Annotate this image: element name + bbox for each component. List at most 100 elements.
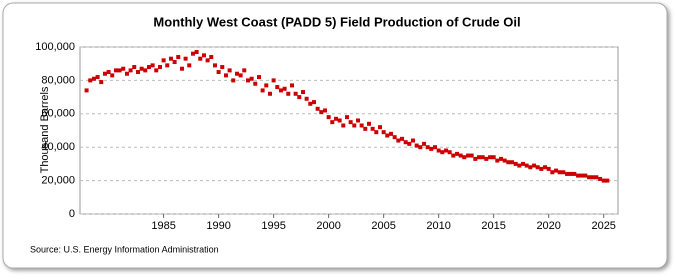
point (212, 63, 217, 68)
point (444, 148, 449, 153)
point (95, 75, 100, 80)
point (286, 91, 291, 96)
point (392, 135, 397, 140)
point (429, 146, 434, 151)
point (422, 141, 427, 146)
point (227, 68, 232, 73)
point (374, 130, 379, 135)
point (477, 155, 482, 160)
point (546, 166, 551, 171)
point (176, 55, 181, 60)
point (128, 68, 133, 73)
point (488, 155, 493, 160)
point (106, 70, 111, 75)
y-tick-label: 60,000 (41, 108, 75, 120)
point (216, 70, 221, 75)
point (99, 80, 104, 85)
point (359, 123, 364, 128)
point (345, 115, 350, 120)
frame (2, 2, 668, 269)
point (301, 90, 306, 95)
point (348, 120, 353, 125)
x-tick-label: 2025 (591, 220, 615, 232)
point (334, 116, 339, 121)
point (146, 65, 151, 70)
point (312, 100, 317, 105)
x-tick-label: 2010 (426, 220, 450, 232)
point (572, 171, 577, 176)
x-tick-label: 2020 (536, 220, 560, 232)
point (513, 161, 518, 166)
point (315, 106, 320, 111)
point (198, 56, 203, 61)
point (378, 125, 383, 130)
point (257, 75, 262, 80)
point (161, 58, 166, 63)
point (389, 131, 394, 136)
point (187, 63, 192, 68)
point (400, 136, 405, 141)
point (587, 175, 592, 180)
point (579, 173, 584, 178)
point (209, 55, 214, 60)
point (576, 173, 581, 178)
point (91, 76, 96, 81)
point (568, 171, 573, 176)
point (605, 178, 610, 183)
point (532, 163, 537, 168)
point (290, 83, 295, 88)
point (495, 158, 500, 163)
point (268, 91, 273, 96)
point (583, 173, 588, 178)
point (403, 140, 408, 145)
point (554, 168, 559, 173)
y-tick-label: 20,000 (41, 175, 75, 187)
point (352, 123, 357, 128)
point (242, 68, 247, 73)
point (414, 143, 419, 148)
point (411, 138, 416, 143)
point (484, 156, 489, 161)
point (84, 88, 89, 93)
point (293, 91, 298, 96)
point (396, 138, 401, 143)
point (363, 126, 368, 131)
point (165, 63, 170, 68)
point (499, 156, 504, 161)
point (491, 155, 496, 160)
point (323, 108, 328, 113)
point (425, 145, 430, 150)
point (543, 165, 548, 170)
y-tick-label: 0 (69, 208, 75, 220)
point (319, 110, 324, 115)
point (337, 118, 342, 123)
point (231, 78, 236, 83)
point (473, 156, 478, 161)
point (143, 68, 148, 73)
point (297, 95, 302, 100)
point (370, 126, 375, 131)
point (521, 161, 526, 166)
point (121, 66, 126, 71)
point (407, 141, 412, 146)
point (524, 163, 529, 168)
point (565, 171, 570, 176)
point (260, 88, 265, 93)
point (135, 70, 140, 75)
point (601, 178, 606, 183)
x-tick-label: 1990 (206, 220, 230, 232)
point (234, 71, 239, 76)
y-axis-label: Thousand Barrels (39, 86, 51, 173)
point (238, 73, 243, 78)
point (367, 121, 372, 126)
x-tick-label: 1985 (151, 220, 175, 232)
point (385, 133, 390, 138)
point (110, 73, 115, 78)
point (356, 118, 361, 123)
point (154, 68, 159, 73)
point (275, 85, 280, 90)
point (480, 155, 485, 160)
point (179, 66, 184, 71)
point (510, 160, 515, 165)
